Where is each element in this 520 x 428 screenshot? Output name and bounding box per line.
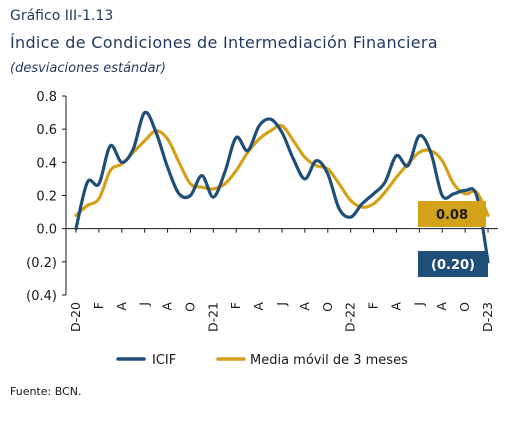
x-tick-label: O — [182, 302, 197, 312]
y-tick-label: 0.8 — [36, 90, 57, 105]
icif-series-line — [74, 110, 490, 264]
chart-caption: Gráfico III-1.13 — [10, 8, 114, 24]
x-tick-label: A — [434, 302, 449, 311]
end-label-value: 0.08 — [436, 208, 468, 223]
end-label-box — [418, 251, 488, 277]
x-tick-label: J — [137, 302, 152, 307]
x-tick-label: D-21 — [205, 302, 220, 332]
end-label-box — [418, 201, 486, 227]
x-tick-label: J — [274, 302, 289, 307]
x-tick-label: O — [320, 302, 335, 312]
x-tick-label: A — [114, 302, 129, 311]
y-tick-label: 0.4 — [36, 156, 57, 171]
x-tick-label: O — [457, 302, 472, 312]
y-tick-label: (0.4) — [26, 289, 57, 304]
legend-label: ICIF — [152, 353, 176, 368]
x-tick-label: D-23 — [480, 302, 495, 332]
legend-label: Media móvil de 3 meses — [250, 353, 408, 368]
end-label-value: (0.20) — [431, 258, 475, 273]
x-tick-label: A — [388, 302, 403, 311]
x-tick-label: D-20 — [68, 302, 83, 332]
x-tick-label: F — [91, 302, 106, 309]
chart-title: Índice de Condiciones de Intermediación … — [10, 33, 438, 52]
x-tick-label: J — [411, 302, 426, 307]
chart-source: Fuente: BCN. — [10, 385, 82, 398]
y-tick-label: (0.2) — [26, 256, 57, 271]
x-tick-label: A — [251, 302, 266, 311]
y-tick-label: 0.0 — [36, 223, 57, 238]
y-tick-label: 0.6 — [36, 123, 57, 138]
chart-subtitle: (desviaciones estándar) — [10, 61, 166, 76]
x-tick-label: F — [228, 302, 243, 309]
x-tick-label: F — [366, 302, 381, 309]
x-tick-label: A — [297, 302, 312, 311]
moving-average-series-line — [74, 123, 490, 217]
y-tick-label: 0.2 — [36, 190, 57, 205]
x-tick-label: D-22 — [343, 302, 358, 332]
x-tick-label: A — [160, 302, 175, 311]
